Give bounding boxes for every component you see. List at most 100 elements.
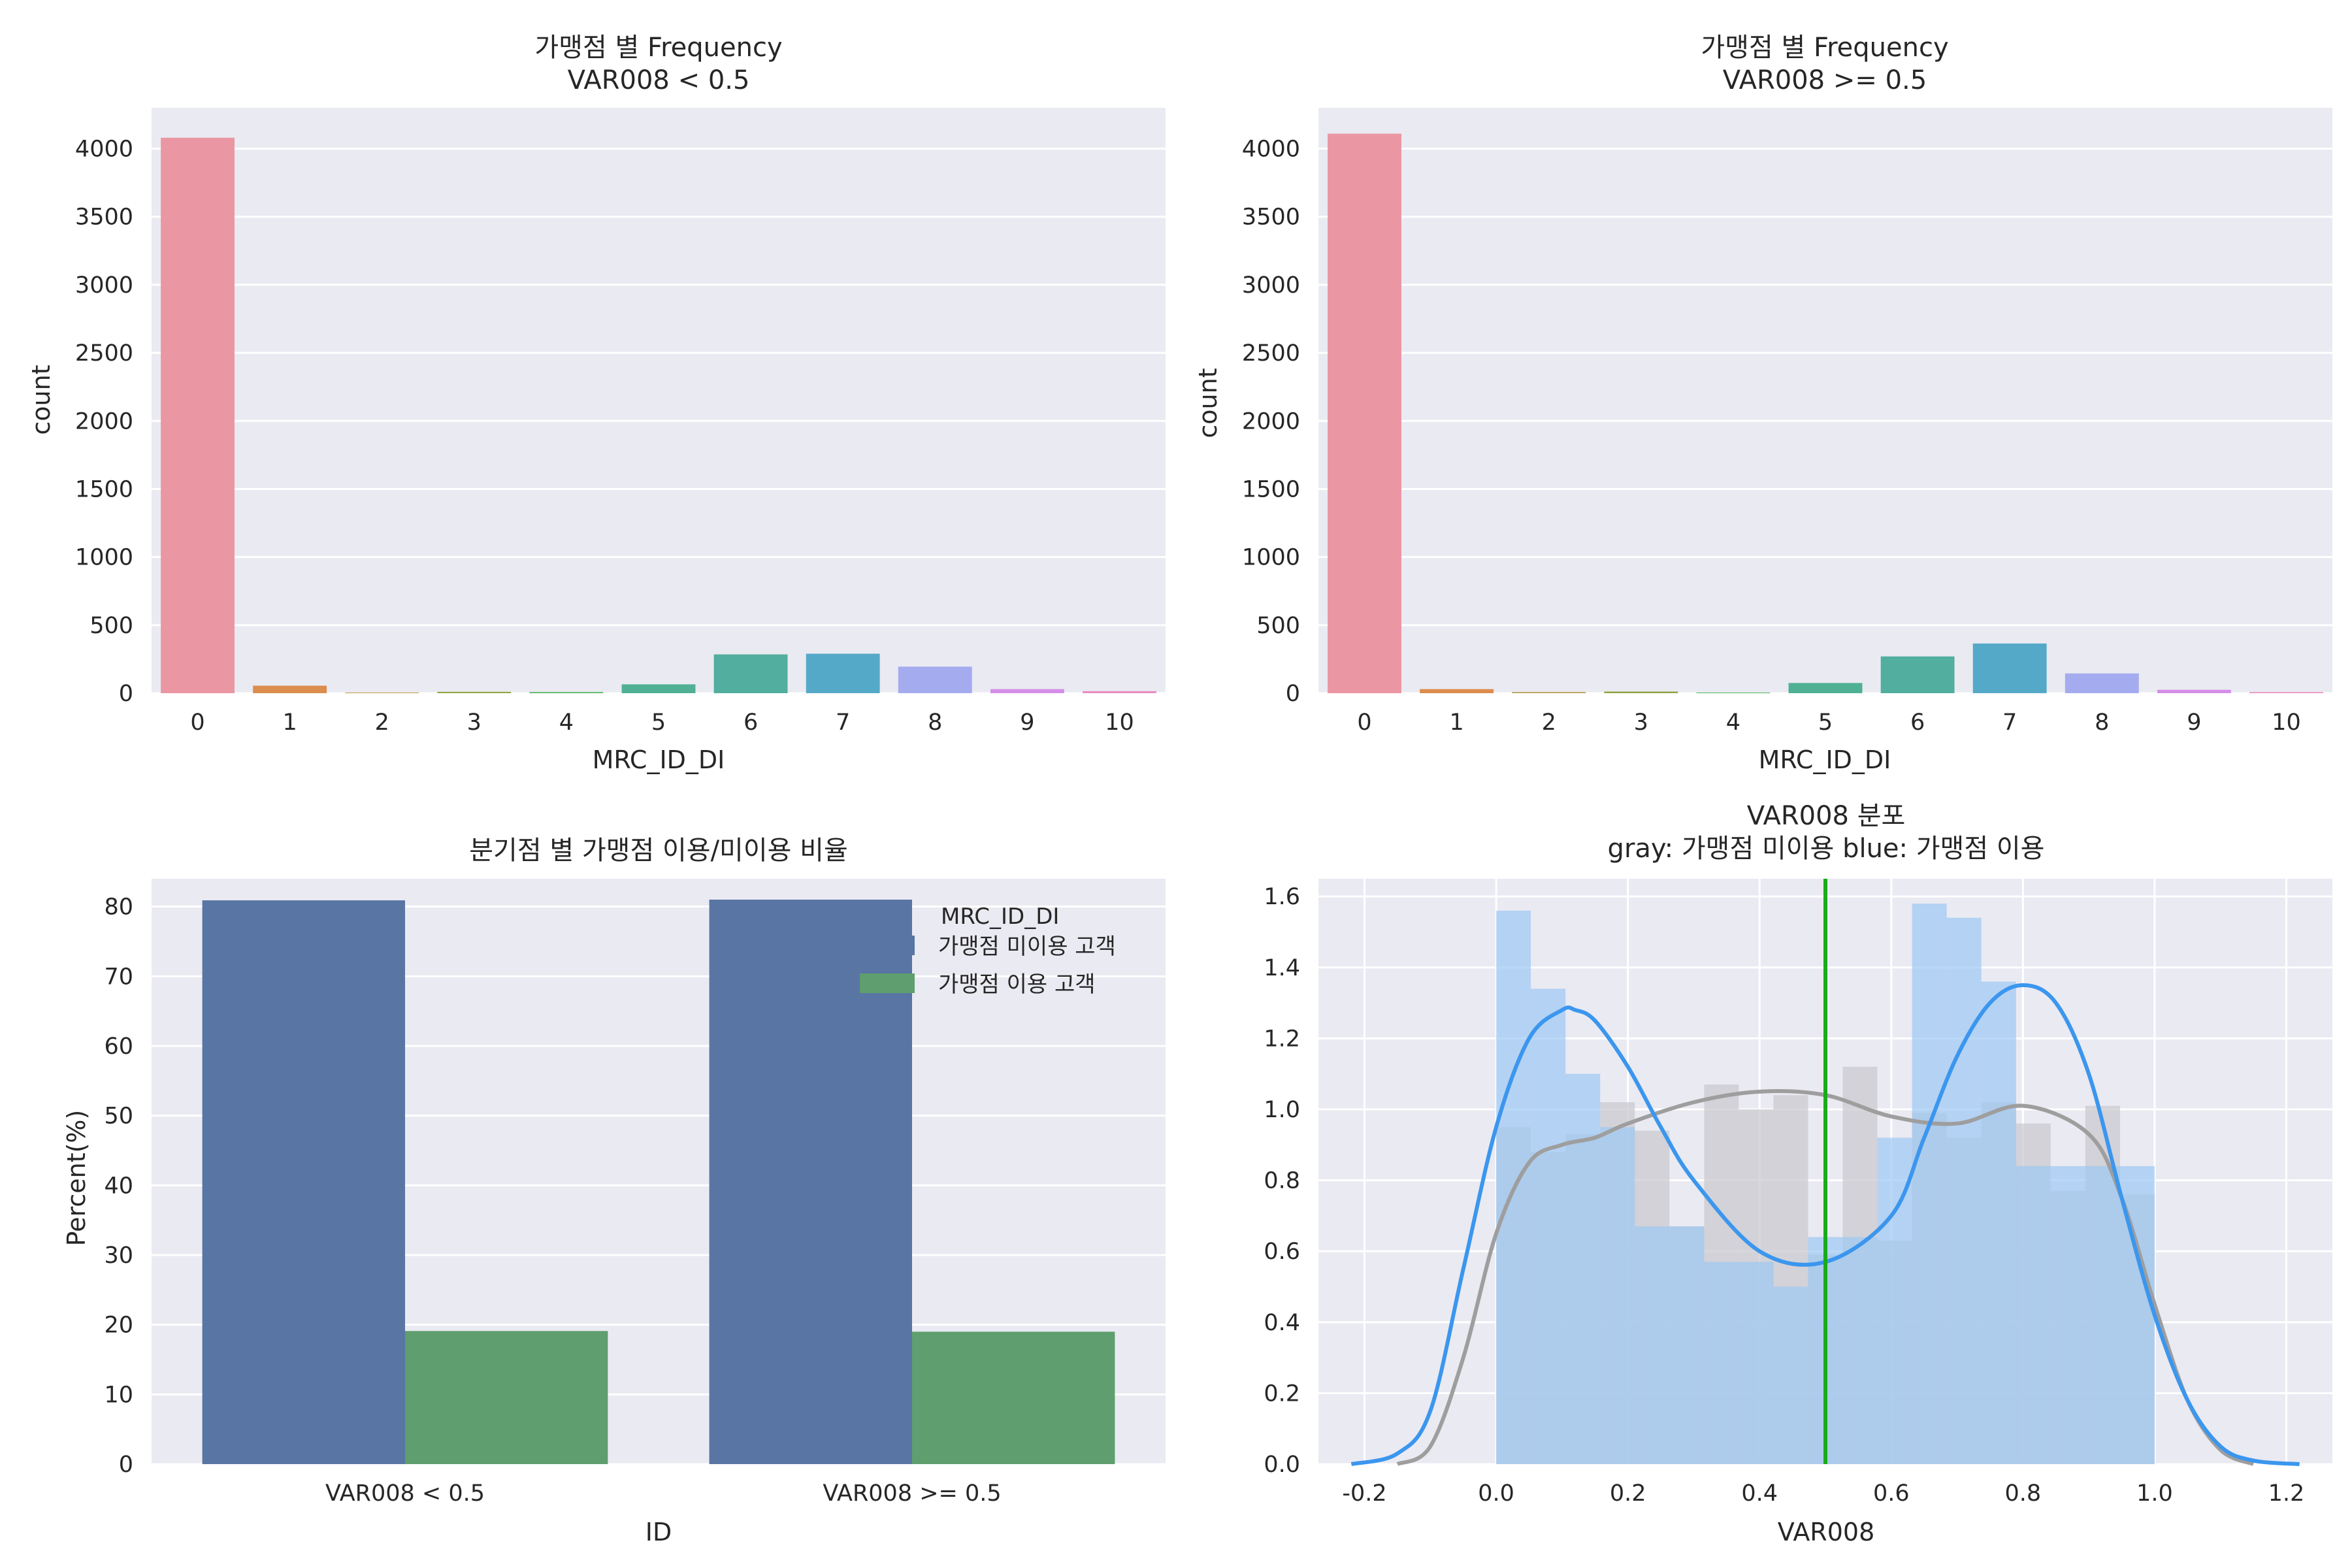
x-tick-label: 3 [1634, 710, 1648, 736]
bar [405, 1331, 608, 1464]
x-axis-label: MRC_ID_DI [593, 745, 725, 774]
x-tick-label: 0 [1357, 710, 1371, 736]
distribution-chart: 0.0 0.2 0.4 0.6 0.8 1.0 1.2 1.4 1.6 -0.2 0.0 0.2 0.4… [1264, 801, 2332, 1546]
x-tick-label: 8 [928, 710, 942, 736]
x-tick-label: 3 [467, 710, 482, 736]
bar [1788, 683, 1863, 693]
y-tick-label: 2500 [75, 340, 133, 367]
chart-title: 분기점 별 가맹점 이용/미이용 비율 [469, 836, 848, 866]
bar [713, 654, 788, 693]
frequency-chart-below-threshold: 0 500 1000 1500 2000 2500 3000 3500 4000 0 1 2 3 4 5 6 7… [27, 33, 1166, 774]
y-tick-label: 4000 [1242, 137, 1300, 163]
y-tick-label: 1000 [1242, 545, 1300, 571]
plot-background [1318, 108, 2332, 693]
x-tick-label: 2 [1542, 710, 1556, 736]
bar [912, 1331, 1115, 1464]
y-tick-label: 1.2 [1264, 1026, 1300, 1052]
y-tick-label: 3500 [75, 204, 133, 231]
x-tick-label: 7 [2002, 710, 2017, 736]
x-axis-label: MRC_ID_DI [1759, 745, 1891, 774]
x-tick-label: 6 [1910, 710, 1925, 736]
y-tick-label: 1000 [75, 545, 133, 571]
bar [529, 692, 604, 693]
chart-title-line-1: 가맹점 별 Frequency [1701, 33, 1948, 63]
x-tick-label: 1 [282, 710, 297, 736]
y-tick-label: 500 [90, 613, 133, 639]
y-tick-label: 2000 [75, 408, 133, 434]
legend-label: 가맹점 이용 고객 [938, 972, 1096, 998]
y-tick-label: 1.0 [1264, 1097, 1300, 1123]
y-tick-label: 10 [104, 1382, 133, 1408]
y-axis-label: Percent(%) [62, 1110, 91, 1247]
legend-label: 가맹점 미이용 고객 [938, 934, 1116, 960]
x-tick-label: 1.0 [2136, 1480, 2173, 1507]
chart-title-line-1: 가맹점 별 Frequency [534, 33, 782, 63]
x-tick-label: 0.6 [1873, 1480, 1910, 1507]
x-tick-label: 5 [651, 710, 666, 736]
y-tick-label: 2000 [1242, 408, 1300, 434]
y-tick-label: 30 [104, 1243, 133, 1269]
frequency-chart-above-threshold: 0 500 1000 1500 2000 2500 3000 3500 4000 0 1 2 3 4 5 6 7… [1194, 33, 2332, 774]
bar [1604, 691, 1678, 693]
x-tick-label: 10 [1105, 710, 1134, 736]
bar [161, 137, 235, 693]
x-tick-label: 0.0 [1478, 1480, 1514, 1507]
x-tick-label: 9 [2187, 710, 2201, 736]
y-tick-label: 0.4 [1264, 1310, 1300, 1336]
bar [806, 653, 880, 693]
x-tick-label: 0.2 [1610, 1480, 1646, 1507]
bar [437, 691, 512, 693]
y-tick-label: 0 [119, 1452, 133, 1478]
x-axis-label: ID [645, 1518, 672, 1546]
bar [990, 689, 1064, 693]
y-tick-label: 70 [104, 964, 133, 990]
x-tick-label: 0 [190, 710, 204, 736]
y-tick-label: 1500 [75, 476, 133, 502]
y-tick-label: 500 [1256, 613, 1300, 639]
x-tick-label: 5 [1818, 710, 1833, 736]
x-tick-label: 4 [559, 710, 574, 736]
y-tick-label: 1.4 [1264, 955, 1300, 981]
bar [253, 685, 327, 693]
y-tick-label: 50 [104, 1103, 133, 1130]
histogram-bar [1531, 988, 1566, 1464]
bar [1083, 691, 1156, 693]
chart-title-line-2: VAR008 < 0.5 [568, 65, 750, 95]
x-axis-label: VAR008 [1778, 1518, 1875, 1546]
usage-ratio-chart: 0 10 20 30 40 50 60 70 80 VAR008 < 0.5 VAR008 >= 0… [62, 836, 1166, 1546]
bar [898, 666, 972, 693]
y-tick-label: 0.2 [1264, 1380, 1300, 1407]
x-tick-label: VAR008 < 0.5 [325, 1480, 485, 1507]
x-tick-label: 0.4 [1741, 1480, 1778, 1507]
y-tick-label: 1.6 [1264, 884, 1300, 910]
histogram-bar [1842, 1237, 1878, 1464]
y-tick-label: 4000 [75, 137, 133, 163]
x-tick-label: 7 [836, 710, 850, 736]
x-tick-label: 4 [1726, 710, 1740, 736]
y-tick-label: 40 [104, 1173, 133, 1199]
x-tick-label: 2 [375, 710, 389, 736]
histogram-bar [2016, 1166, 2051, 1464]
x-tick-label: 0.8 [2005, 1480, 2042, 1507]
bar [621, 684, 696, 693]
histogram-bar [1912, 904, 1947, 1464]
histogram-bar [2085, 1166, 2120, 1464]
y-tick-label: 3500 [1242, 204, 1300, 231]
bar [1972, 643, 2047, 693]
y-tick-label: 0 [1286, 681, 1300, 707]
bar [1328, 133, 1401, 693]
histogram-bar [1600, 1127, 1635, 1464]
y-tick-label: 2500 [1242, 340, 1300, 367]
y-axis-label: count [27, 365, 56, 434]
y-tick-label: 0.0 [1264, 1452, 1300, 1478]
bar [2157, 689, 2231, 693]
y-tick-label: 60 [104, 1034, 133, 1060]
y-tick-label: 0.6 [1264, 1239, 1300, 1265]
y-tick-label: 0.8 [1264, 1168, 1300, 1194]
x-tick-label: 6 [743, 710, 758, 736]
x-tick-label: 8 [2095, 710, 2109, 736]
kde-line [1396, 1088, 2255, 1466]
histogram-bar [1739, 1262, 1774, 1464]
histogram-bar [1704, 1262, 1739, 1464]
